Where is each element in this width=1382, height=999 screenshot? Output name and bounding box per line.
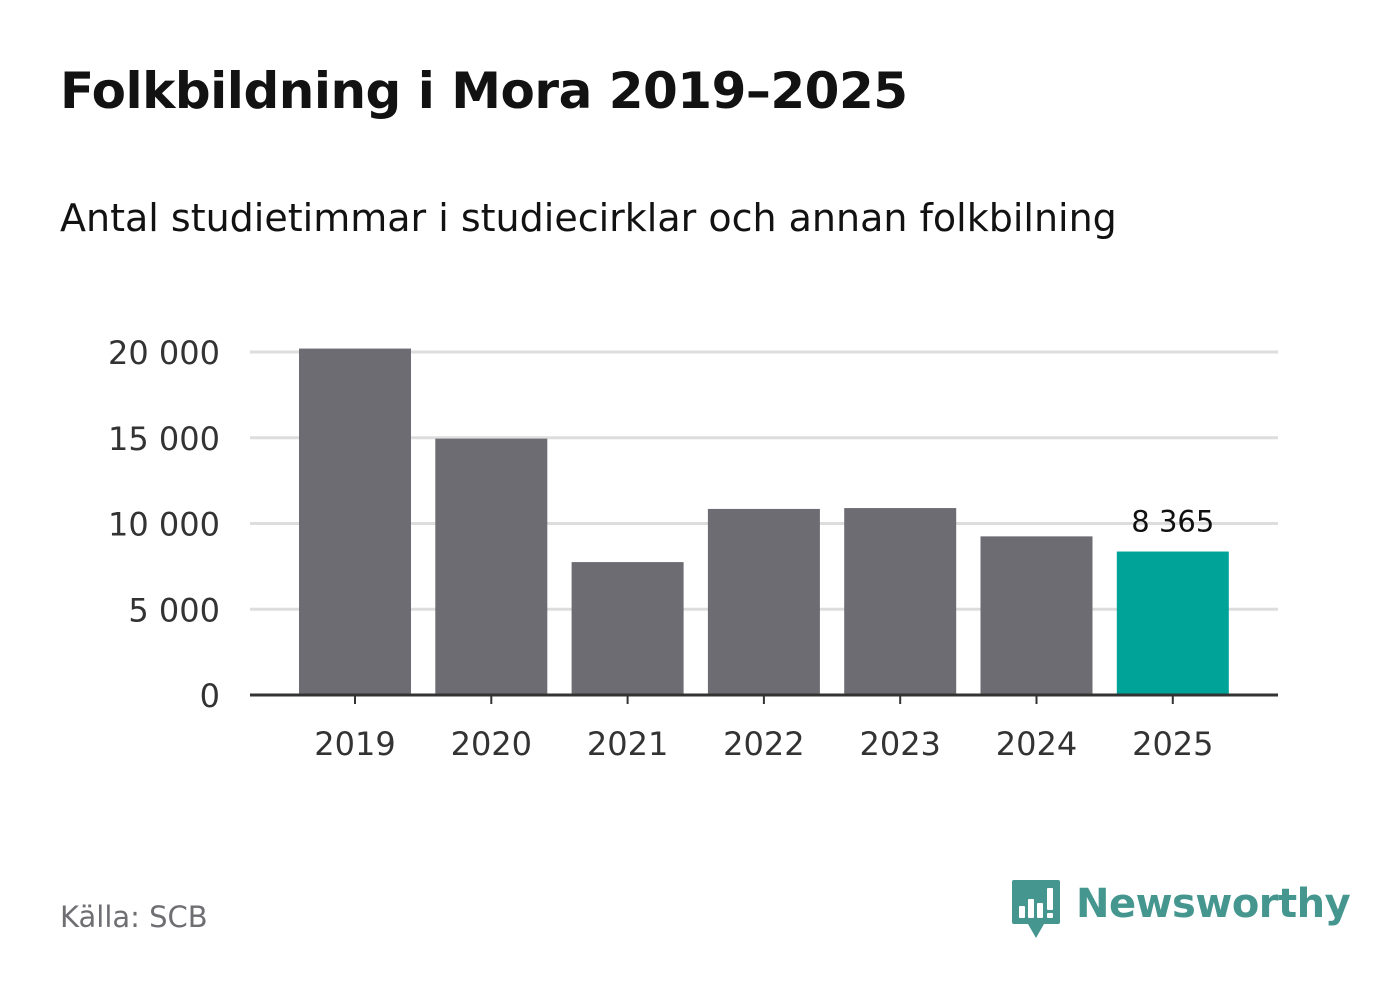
- x-tick-label: 2023: [859, 725, 940, 763]
- x-tick-label: 2025: [1132, 725, 1213, 763]
- bar-2022: [707, 508, 820, 695]
- bar-2025: [1116, 551, 1229, 695]
- x-tick-label: 2021: [587, 725, 668, 763]
- y-tick-label: 5 000: [128, 591, 220, 629]
- y-tick-label: 10 000: [108, 506, 220, 544]
- y-tick-label: 20 000: [108, 334, 220, 372]
- bar-2021: [571, 562, 684, 695]
- data-label: 8 365: [1131, 505, 1214, 539]
- bar-2020: [435, 438, 548, 695]
- chart-title: Folkbildning i Mora 2019–2025: [60, 62, 908, 120]
- chart-subtitle: Antal studietimmar i studiecirklar och a…: [60, 196, 1117, 240]
- brand-logo: Newsworthy: [1010, 878, 1351, 940]
- x-tick-label: 2019: [314, 725, 395, 763]
- x-tick-label: 2022: [723, 725, 804, 763]
- source-note: Källa: SCB: [60, 900, 208, 934]
- y-tick-label: 15 000: [108, 420, 220, 458]
- brand-name: Newsworthy: [1076, 881, 1351, 927]
- bar-2019: [299, 348, 411, 695]
- newsworthy-logo-icon: [1012, 880, 1060, 938]
- y-tick-label: 0: [200, 677, 220, 715]
- x-tick-label: 2024: [996, 725, 1077, 763]
- bar-2023: [844, 508, 957, 695]
- x-tick-label: 2020: [451, 725, 532, 763]
- bar-2024: [980, 536, 1093, 695]
